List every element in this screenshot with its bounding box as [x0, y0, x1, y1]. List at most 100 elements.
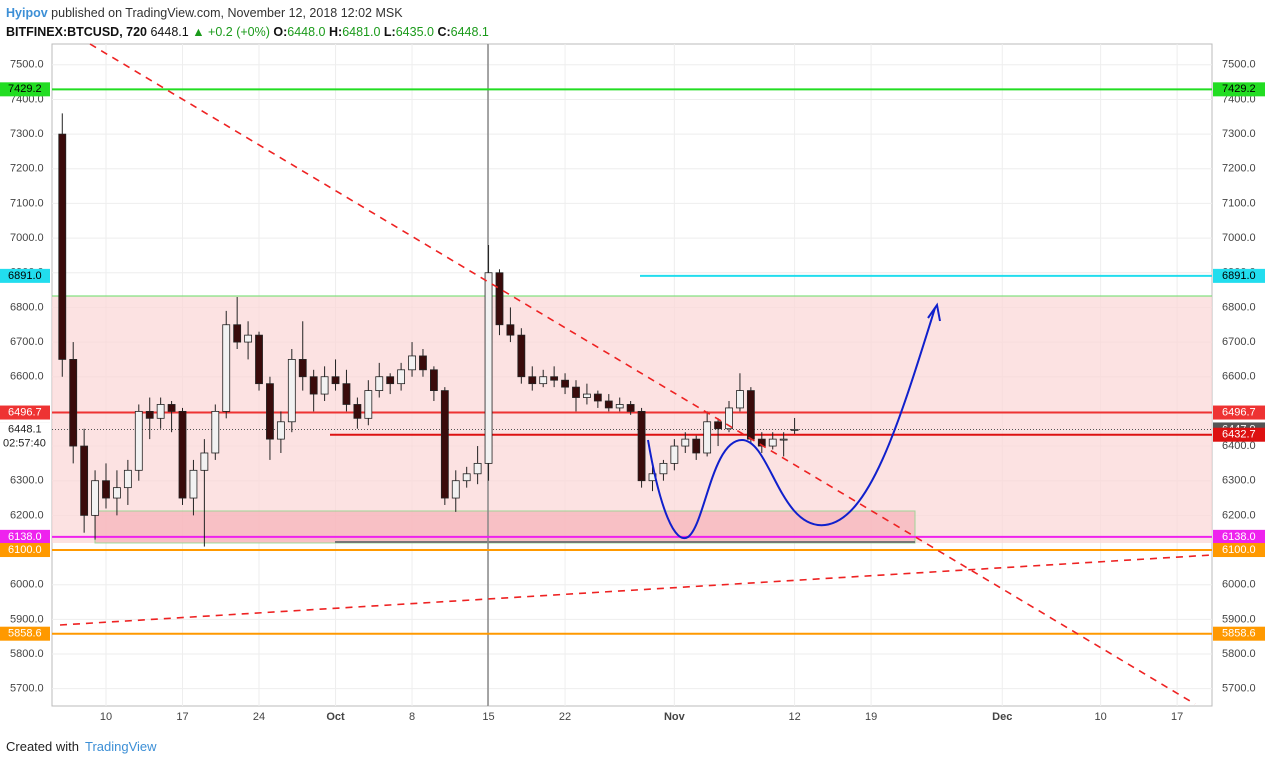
author: Hyipov: [6, 6, 48, 20]
y-tick-label-left: 5900.0: [10, 613, 44, 625]
candle-body: [233, 324, 242, 343]
x-tick-label: 12: [788, 711, 800, 723]
candle-body: [200, 452, 209, 471]
y-tick-label-left: 6300.0: [10, 475, 44, 487]
level-tag-right-text: 6138.0: [1222, 531, 1256, 543]
level-tag-left-text: 6891.0: [8, 270, 42, 282]
x-tick-label: 24: [253, 711, 265, 723]
level-tag-right-text: 7429.2: [1222, 83, 1256, 95]
axes: 5700.0 5700.0 5800.0 5800.0 5900.0 5900.0 6000…: [0, 59, 1265, 723]
candle-body: [583, 393, 591, 398]
candle-body: [484, 272, 493, 464]
candle-body: [91, 480, 99, 516]
last-price-text: 6448.1: [8, 423, 42, 435]
candle-body: [386, 376, 395, 385]
candle-body: [102, 480, 110, 499]
candle-body: [189, 469, 198, 499]
y-tick-label: 6000.0: [1222, 579, 1256, 591]
header: Hyipov published on TradingView.com, Nov…: [6, 4, 489, 42]
candle-body: [681, 438, 690, 447]
y-tick-label: 6200.0: [1222, 509, 1256, 521]
candle-body: [58, 133, 67, 360]
l: 6435.0: [395, 25, 434, 39]
candle-body: [440, 390, 449, 499]
level-tag-left: [0, 82, 50, 97]
header-line-2: BITFINEX:BTCUSD, 720 6448.1 ▲ +0.2 (+0%)…: [6, 23, 489, 42]
x-tick-label: Oct: [326, 711, 345, 723]
x-tick-label: 17: [1171, 711, 1183, 723]
level-tag-right: [1213, 427, 1265, 442]
candle-body: [167, 404, 176, 412]
candle-body: [222, 324, 231, 412]
c: 6448.1: [450, 25, 489, 39]
level-tag-right: [1213, 82, 1265, 97]
candle-body: [572, 386, 580, 398]
brand[interactable]: TradingView: [84, 739, 157, 754]
candle-body: [495, 272, 504, 326]
y-tick-label: 7300.0: [1222, 128, 1256, 140]
y-tick-label-left: 7100.0: [10, 197, 44, 209]
level-tag-right: [1213, 529, 1265, 544]
level-tag-left-text: 7429.2: [8, 83, 42, 95]
y-tick-label-left: 6000.0: [10, 579, 44, 591]
level-tag-right-text: 6891.0: [1222, 270, 1256, 282]
y-tick-label: 7400.0: [1222, 93, 1256, 105]
candle-body: [517, 334, 526, 378]
levels: [52, 88, 1212, 635]
h-label: H:: [328, 25, 343, 39]
candle-body: [746, 390, 755, 440]
level-tag-left-text: 6138.0: [8, 531, 42, 543]
x-tick-label: 10: [100, 711, 112, 723]
candle-body: [703, 421, 712, 454]
y-tick-label-left: 7200.0: [10, 163, 44, 175]
l-label: L:: [383, 25, 396, 39]
x-tick-label: 10: [1095, 711, 1107, 723]
candle-body: [768, 438, 777, 447]
candle-body: [408, 355, 416, 371]
x-tick-label: Nov: [664, 711, 686, 723]
level-tag-left-text: 5858.6: [8, 628, 42, 640]
candle-body: [593, 393, 602, 402]
level-tag-right-text: 6100.0: [1222, 544, 1256, 556]
candle-body: [528, 376, 537, 385]
candle-body: [779, 438, 788, 441]
y-tick-label-left: 6600.0: [10, 371, 44, 383]
candle-body: [309, 376, 318, 395]
y-tick-label-left: 6200.0: [10, 509, 44, 521]
support-box: [94, 510, 916, 544]
o: 6448.0: [287, 25, 326, 39]
candle-body: [156, 404, 165, 419]
level-tag-left: [0, 405, 50, 420]
level-tag-right: [1213, 543, 1265, 558]
candle-body: [550, 376, 559, 381]
candle-body: [462, 473, 471, 482]
level-tag-left-text: 6100.0: [8, 544, 42, 556]
candle-body: [419, 355, 427, 371]
level-tag-right: [1213, 268, 1265, 283]
level-tag-left: [0, 529, 50, 544]
level-tag-right: [1213, 405, 1265, 420]
y-tick-label-left: 7300.0: [10, 128, 44, 140]
candle-body: [123, 469, 132, 489]
published: published on TradingView.com, November 1…: [51, 6, 403, 20]
o-label: O:: [273, 25, 288, 39]
candle-body: [670, 445, 679, 464]
candle-body: [113, 487, 121, 499]
x-tick-label: 19: [865, 711, 877, 723]
y-tick-label-left: 6800.0: [10, 301, 44, 313]
candle-body: [604, 400, 613, 409]
x-tick-label: 22: [559, 711, 571, 723]
x-tick-label: 15: [482, 711, 494, 723]
y-tick-label: 6600.0: [1222, 371, 1256, 383]
candle-body: [266, 383, 274, 440]
y-tick-label: 7100.0: [1222, 197, 1256, 209]
candle-body: [145, 410, 154, 419]
candle-body: [244, 334, 252, 343]
level-tag-right-text: 6432.7: [1222, 429, 1256, 441]
change: ▲ +0.2 (+0%): [192, 25, 270, 39]
countdown-text: 02:57:40: [3, 437, 46, 449]
y-tick-label: 5900.0: [1222, 613, 1256, 625]
y-tick-label: 5700.0: [1222, 683, 1256, 695]
y-tick-label: 6800.0: [1222, 301, 1256, 313]
y-tick-label-left: 7500.0: [10, 59, 44, 71]
